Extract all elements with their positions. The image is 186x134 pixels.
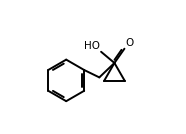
Text: O: O [125, 38, 133, 48]
Text: HO: HO [84, 41, 100, 51]
